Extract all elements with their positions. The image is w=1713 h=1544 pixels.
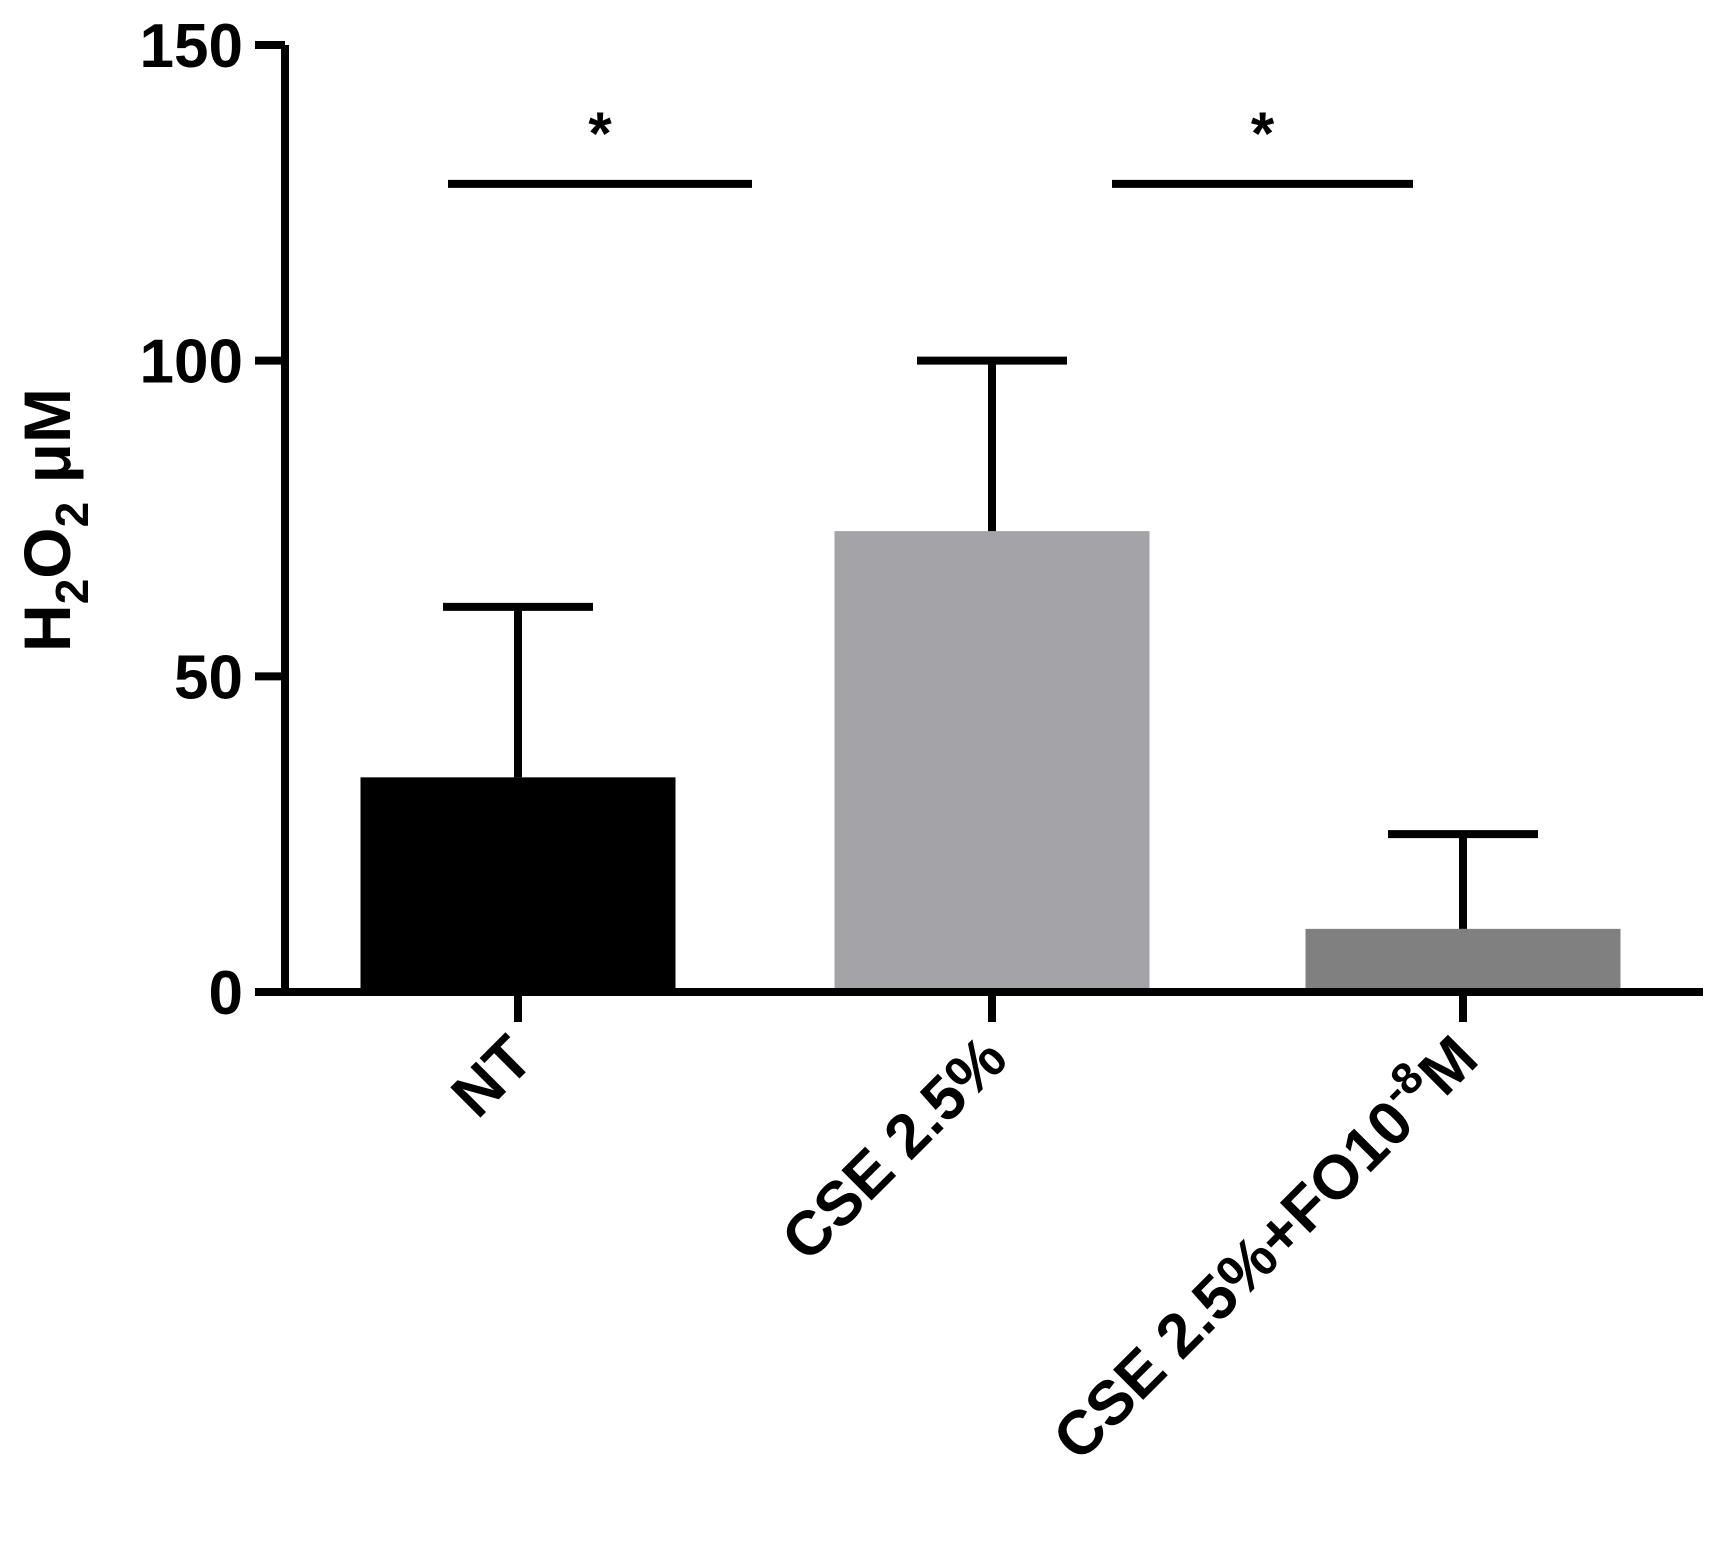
y-tick-label-150: 150 [140,12,243,81]
x-category-label-2: CSE 2.5%+FO10-8M [1033,1016,1491,1474]
bar-2 [1305,928,1621,992]
x-category-label-0: NT [439,1023,546,1130]
y-axis-title: H2O2 μM [10,388,98,652]
axes-layer [255,41,1703,1022]
bars-layer [360,531,1621,992]
significance-label-1: * [1251,100,1275,167]
significance-layer: * * [448,100,1413,188]
bar-0 [360,777,676,992]
x-category-label-1: CSE 2.5% [769,1023,1020,1274]
y-tick-label-100: 100 [140,328,243,397]
bar-1 [834,531,1150,992]
significance-label-0: * [588,100,612,167]
y-tick-label-50: 50 [174,643,243,712]
error-bars-layer [443,356,1538,929]
y-tick-label-0: 0 [209,959,243,1028]
labels-layer: 0 50 100 150 NT CSE 2.5% CSE 2.5%+FO10-8M H2O2 … [10,12,1491,1474]
